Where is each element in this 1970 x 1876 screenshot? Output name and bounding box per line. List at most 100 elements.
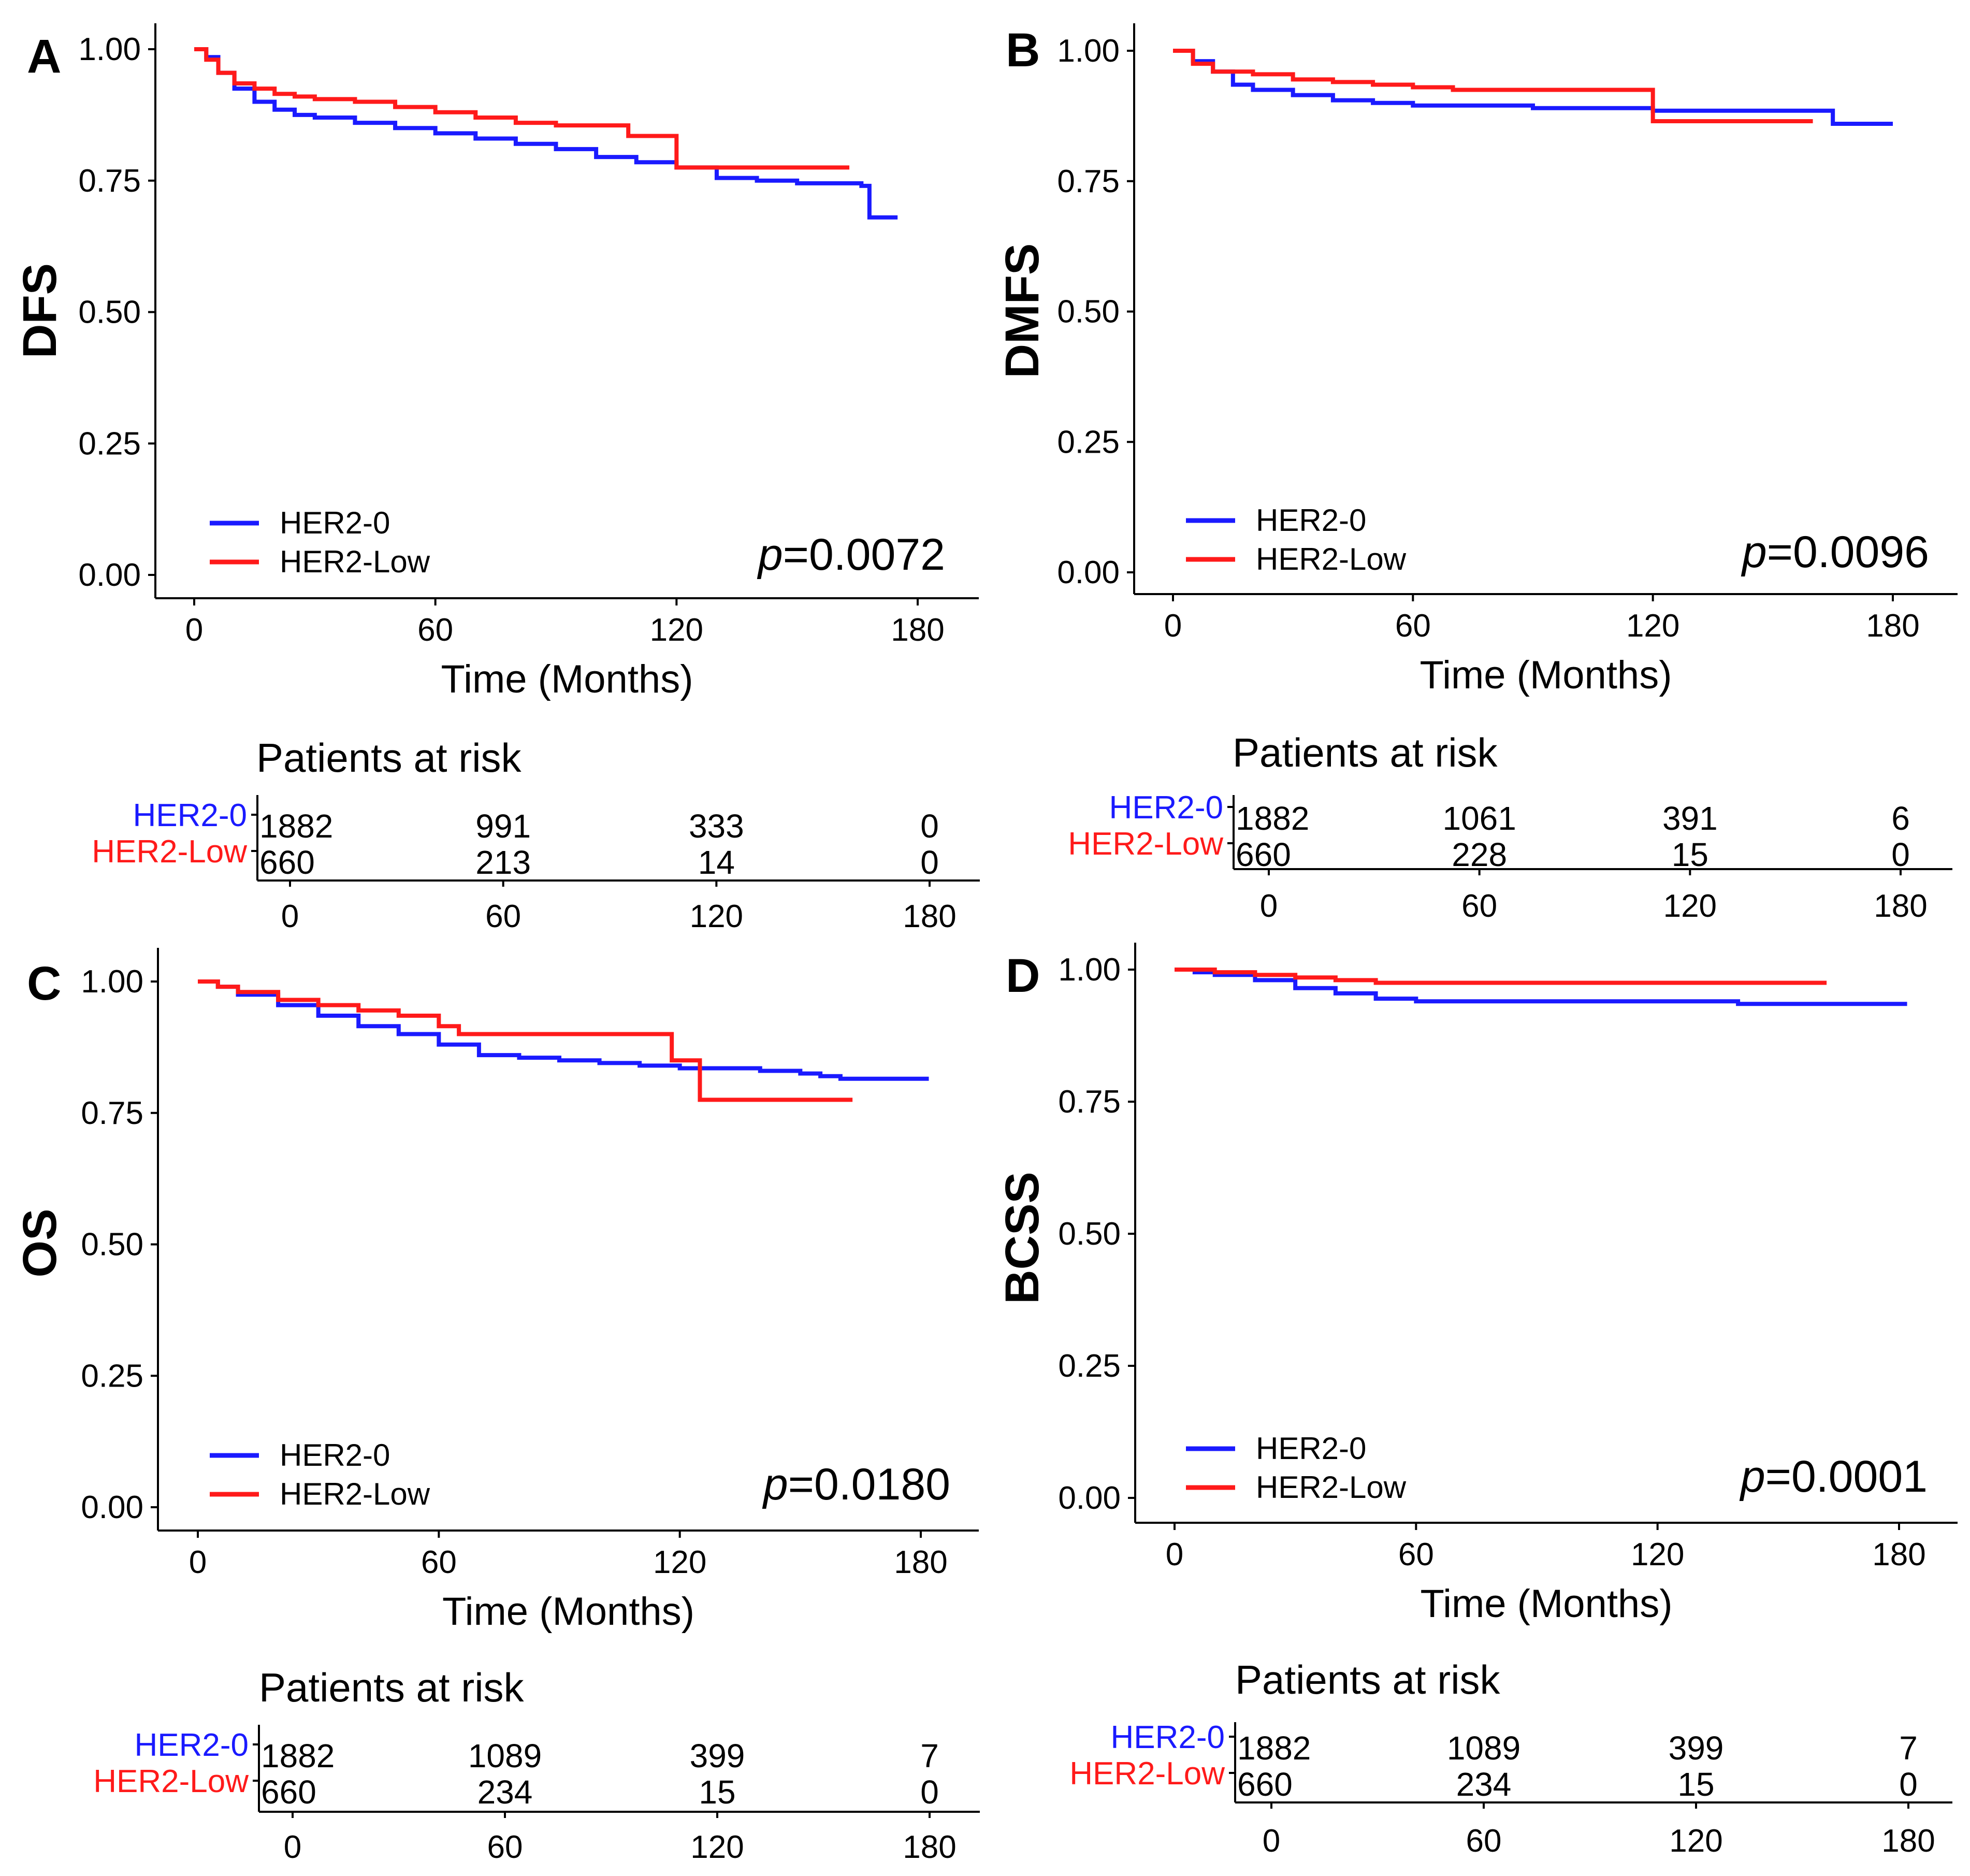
risk-count: 1089 [468, 1737, 542, 1774]
risk-count: 399 [690, 1737, 745, 1774]
risk-count: 1882 [1236, 800, 1309, 837]
y-tick-label: 0.50 [78, 295, 141, 330]
risk-x-tick-label: 0 [1263, 1823, 1280, 1859]
risk-count: 234 [1456, 1766, 1512, 1803]
y-tick-label: 0.75 [81, 1095, 143, 1131]
risk-count: 228 [1452, 836, 1507, 873]
risk-count: 660 [1237, 1766, 1293, 1803]
risk-count: 15 [1677, 1766, 1714, 1803]
risk-count: 399 [1669, 1729, 1724, 1767]
risk-count: 0 [1899, 1766, 1918, 1803]
x-tick-label: 60 [417, 612, 453, 648]
y-tick-label: 0.25 [81, 1358, 143, 1394]
y-tick-label: 1.00 [1058, 952, 1121, 988]
risk-x-tick-label: 120 [690, 899, 743, 934]
x-tick-label: 60 [1395, 608, 1431, 644]
km-curve-her2-0 [1173, 49, 1893, 126]
risk-row-label: HER2-0 [134, 1727, 249, 1763]
risk-table-title: Patients at risk [259, 1665, 525, 1710]
y-tick-label: 0.50 [1057, 294, 1120, 330]
risk-x-tick-label: 120 [1663, 888, 1717, 924]
risk-x-tick-label: 180 [1874, 888, 1927, 924]
p-symbol: p [762, 1460, 788, 1509]
p-value: p=0.0072 [757, 530, 945, 580]
y-tick-label: 0.00 [81, 1490, 143, 1525]
km-curve-her2-low [1175, 968, 1827, 985]
risk-count: 234 [477, 1773, 533, 1811]
risk-table-title: Patients at risk [1233, 730, 1498, 775]
risk-row-label: HER2-0 [1110, 1720, 1225, 1755]
risk-table-c: Patients at risk HER2-0 1882 1089 399 7 HER2-L… [93, 1665, 980, 1865]
legend-label: HER2-Low [280, 544, 430, 579]
risk-x-tick-label: 0 [284, 1829, 301, 1865]
risk-x-tick-label: 60 [1466, 1823, 1502, 1859]
x-tick-label: 180 [894, 1545, 947, 1580]
y-tick-label: 0.25 [1058, 1348, 1121, 1384]
panel-label-a: A [27, 30, 61, 83]
risk-count: 0 [920, 844, 939, 881]
x-tick-label: 0 [189, 1545, 207, 1580]
risk-count: 391 [1662, 800, 1718, 837]
y-axis-title: DFS [13, 263, 66, 358]
risk-count: 7 [920, 1737, 939, 1774]
x-tick-label: 180 [1872, 1537, 1925, 1572]
x-tick-label: 120 [1626, 608, 1679, 644]
risk-row-label: HER2-0 [1109, 790, 1223, 826]
risk-count: 213 [475, 844, 531, 881]
y-axis-title: OS [13, 1209, 66, 1278]
p-value: p=0.0096 [1741, 527, 1929, 577]
x-axis-title: Time (Months) [442, 1590, 694, 1634]
y-tick-label: 0.00 [78, 557, 141, 593]
legend-label: HER2-0 [280, 1438, 390, 1473]
y-tick-label: 0.00 [1058, 1480, 1121, 1516]
y-axis-title: DMFS [996, 243, 1049, 379]
p-number: =0.0001 [1765, 1452, 1928, 1502]
legend-label: HER2-0 [1256, 1431, 1366, 1466]
risk-x-tick-label: 180 [903, 899, 956, 934]
p-symbol: p [757, 530, 783, 580]
y-tick-label: 0.75 [78, 163, 141, 199]
y-tick-label: 1.00 [78, 32, 141, 67]
x-tick-label: 0 [1164, 608, 1182, 644]
risk-table-d: Patients at risk HER2-0 1882 1089 399 7 HER2-L… [1069, 1657, 1952, 1859]
risk-count: 0 [920, 1773, 939, 1811]
y-tick-label: 1.00 [81, 964, 143, 1000]
km-curve-her2-low [1173, 49, 1813, 123]
risk-x-tick-label: 0 [281, 899, 299, 934]
risk-count: 1882 [261, 1737, 335, 1774]
panel-d: D 0.00 0.25 0.50 0.75 1.00 0 60 120 180 Time (Mont… [996, 943, 1958, 1859]
km-curve-her2-0 [198, 979, 929, 1081]
risk-count: 333 [689, 807, 744, 845]
x-tick-label: 0 [185, 612, 203, 648]
risk-count: 1089 [1447, 1729, 1520, 1767]
risk-count: 6 [1891, 800, 1910, 837]
y-axis-title: BCSS [996, 1172, 1049, 1304]
p-value: p=0.0001 [1739, 1452, 1928, 1502]
panel-c: C 0.00 0.25 0.50 0.75 1.00 0 60 120 180 Time (Mont… [13, 948, 980, 1865]
y-tick-label: 0.75 [1057, 164, 1120, 199]
risk-count: 660 [1236, 836, 1291, 873]
p-symbol: p [1739, 1452, 1765, 1502]
risk-x-tick-label: 180 [1881, 1823, 1935, 1859]
risk-count: 7 [1899, 1729, 1918, 1767]
x-tick-label: 60 [421, 1545, 457, 1580]
x-axis-title: Time (Months) [1419, 653, 1672, 697]
x-tick-label: 120 [653, 1545, 706, 1580]
legend-label: HER2-Low [1256, 542, 1407, 576]
risk-count: 14 [698, 844, 735, 881]
km-curve-her2-0 [194, 47, 898, 220]
risk-count: 991 [475, 807, 531, 845]
legend-label: HER2-0 [280, 506, 390, 540]
km-curve-her2-low [194, 47, 850, 170]
risk-row-label: HER2-Low [92, 834, 247, 870]
risk-row-label: HER2-Low [1068, 826, 1223, 862]
y-tick-label: 0.50 [1058, 1216, 1121, 1252]
panel-label-b: B [1006, 24, 1040, 77]
y-tick-label: 0.50 [81, 1227, 143, 1263]
risk-x-tick-label: 120 [1669, 1823, 1722, 1859]
risk-count: 15 [1672, 836, 1708, 873]
risk-row-label: HER2-0 [133, 798, 247, 833]
risk-x-tick-label: 120 [690, 1829, 744, 1865]
